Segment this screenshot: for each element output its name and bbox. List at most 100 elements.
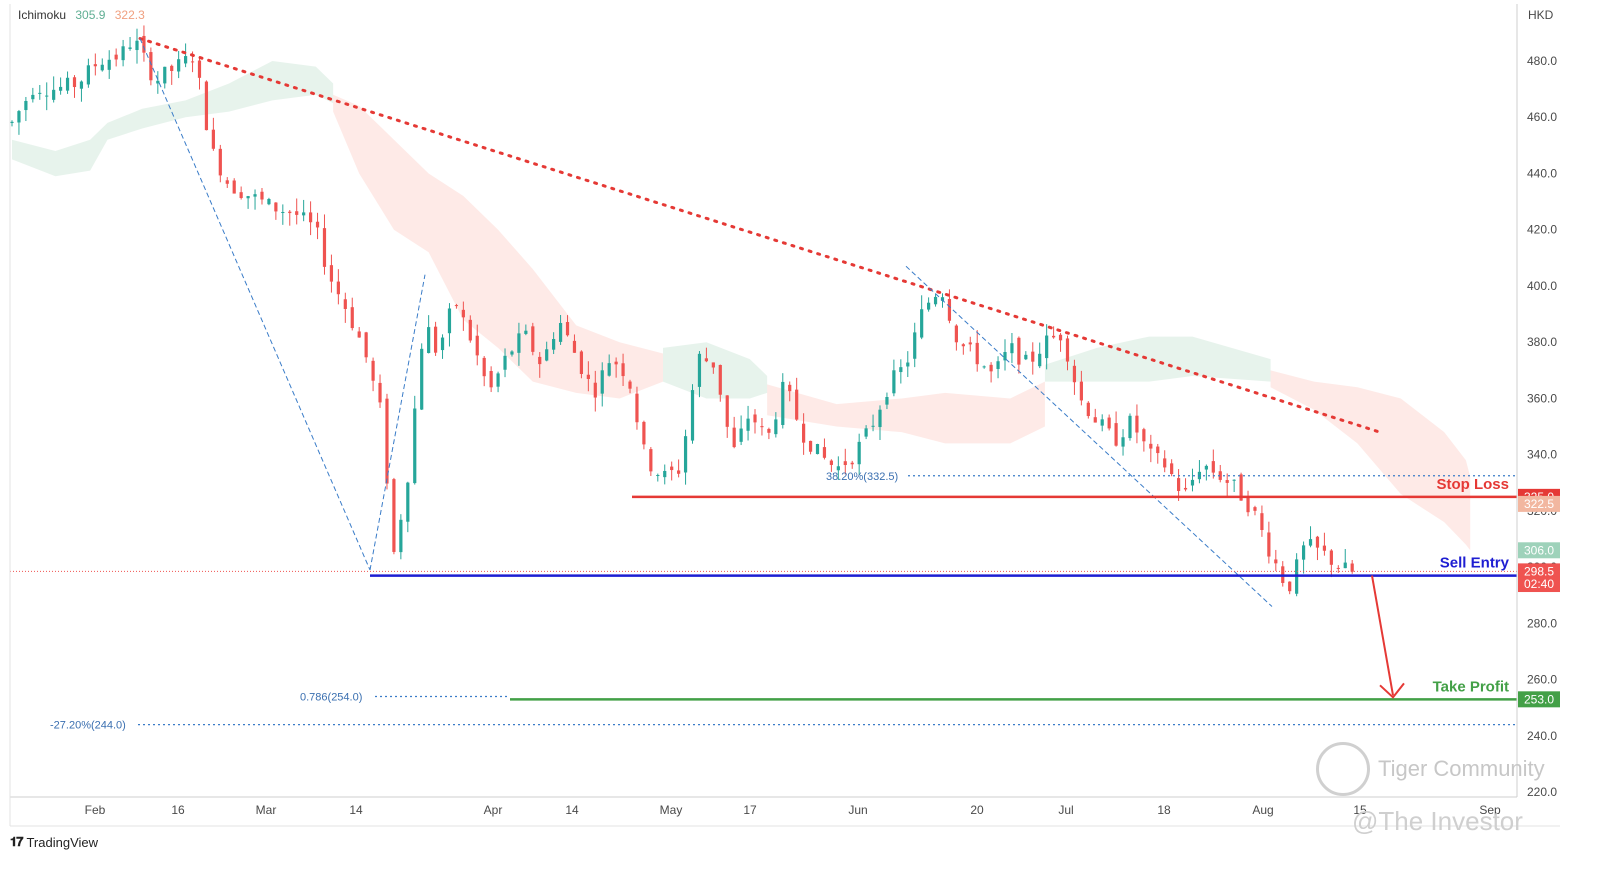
candle-body (663, 470, 667, 478)
candle-body (1163, 458, 1167, 468)
candle-body (961, 344, 965, 347)
candle-body (607, 363, 611, 376)
price-badge-bg (1518, 576, 1560, 593)
price-badge: 322.5 (1524, 497, 1554, 511)
candle-body (1253, 507, 1257, 511)
price-badge-bg (1518, 542, 1560, 559)
fib-level-label: -27.20%(244.0) (50, 720, 126, 732)
cloud-green-3 (1044, 336, 1271, 382)
x-tick-label: 15 (1353, 803, 1367, 817)
candle-body (718, 364, 722, 395)
candle-body (107, 59, 111, 70)
target-arrow-head (1379, 682, 1405, 699)
candle-body (1267, 532, 1271, 557)
x-tick-label: 17 (743, 803, 757, 817)
candle-body (795, 389, 799, 420)
candle-body (1170, 463, 1174, 475)
candle-body (357, 331, 361, 338)
x-tick-label: May (660, 803, 683, 817)
candle-body (17, 111, 21, 123)
candle-body (649, 449, 653, 472)
candle-body (781, 381, 785, 425)
y-tick-label: 400.0 (1527, 279, 1557, 293)
candle-body (885, 397, 889, 405)
y-tick-label: 420.0 (1527, 223, 1557, 237)
level-badge: 253.0 (1524, 692, 1554, 706)
candle-body (218, 148, 222, 176)
candle-body (79, 81, 84, 89)
y-tick-label: 340.0 (1527, 448, 1557, 462)
candle-body (190, 61, 195, 63)
price-axis[interactable]: HKD 480.0 460.0 440.0 420.0 400.0 380.0 360.0 34… (1527, 8, 1557, 799)
candle-body (836, 466, 840, 471)
candle-body (996, 361, 1000, 369)
fib-swing-3 (905, 265, 1273, 607)
candle-body (72, 77, 77, 88)
price-badge-bg (1518, 563, 1560, 580)
cloud-green-1 (12, 61, 334, 177)
candle-body (385, 398, 389, 484)
candle-body (503, 355, 507, 370)
candle-body (864, 428, 868, 437)
x-tick-label: 14 (565, 803, 579, 817)
indicator-legend[interactable]: Ichimoku 305.9 322.3 (18, 8, 151, 22)
x-tick-label: Mar (256, 803, 277, 817)
downtrend-line (138, 37, 1382, 434)
time-axis[interactable]: Feb 16 Mar 14 Apr 14 May 17 Jun 20 Jul 18 Aug 15 Sep (85, 803, 1501, 817)
candle-body (989, 364, 993, 372)
candle-body (593, 382, 597, 398)
candle-body (149, 52, 153, 81)
candle-body (1086, 402, 1090, 417)
candle-body (1288, 581, 1292, 592)
candle-body (204, 81, 209, 131)
candle-body (1315, 536, 1320, 548)
candle-body (899, 367, 903, 373)
candle-body (461, 309, 465, 318)
candle-body (878, 409, 882, 428)
candle-body (552, 338, 556, 350)
candle-body (531, 326, 535, 352)
level-label: Stop Loss (1436, 476, 1509, 493)
candle-body (1065, 338, 1070, 362)
candle-body (350, 307, 354, 329)
tradingview-logo-icon: 𝟏𝟕 (10, 834, 24, 849)
candle-body (906, 362, 910, 367)
candle-body (274, 202, 278, 212)
candle-body (1031, 351, 1035, 362)
candle-body (59, 86, 63, 91)
candle-body (968, 342, 972, 345)
candle-body (239, 192, 243, 199)
candle-body (121, 46, 125, 61)
candle-body (343, 299, 347, 309)
candle-body (225, 180, 229, 184)
level-label: Sell Entry (1440, 555, 1510, 572)
candle-body (246, 196, 250, 199)
candle-body (489, 370, 493, 388)
candle-body (475, 335, 479, 356)
candle-body (114, 54, 118, 60)
tiger-logo-icon (1316, 742, 1370, 796)
candlesticks (10, 25, 1354, 597)
candle-body (100, 64, 104, 71)
candle-body (427, 327, 431, 354)
candle-body (1204, 465, 1208, 470)
tradingview-brand[interactable]: 𝟏𝟕 TradingView (10, 834, 98, 850)
candle-body (600, 370, 604, 394)
x-tick-label: Apr (484, 803, 503, 817)
candle-body (642, 421, 646, 445)
candle-body (413, 408, 417, 484)
candle-body (1218, 471, 1222, 480)
fib-level-label: 0.786(254.0) (300, 692, 362, 704)
candle-body (670, 466, 674, 471)
candle-body (163, 66, 167, 84)
candle-body (871, 425, 875, 427)
candle-body (1017, 337, 1021, 365)
candle-body (1072, 365, 1077, 383)
candle-body (739, 428, 743, 442)
candle-body (433, 326, 438, 353)
candle-body (1190, 479, 1195, 486)
price-badge: 298.5 (1524, 564, 1554, 578)
candle-body (308, 212, 313, 223)
